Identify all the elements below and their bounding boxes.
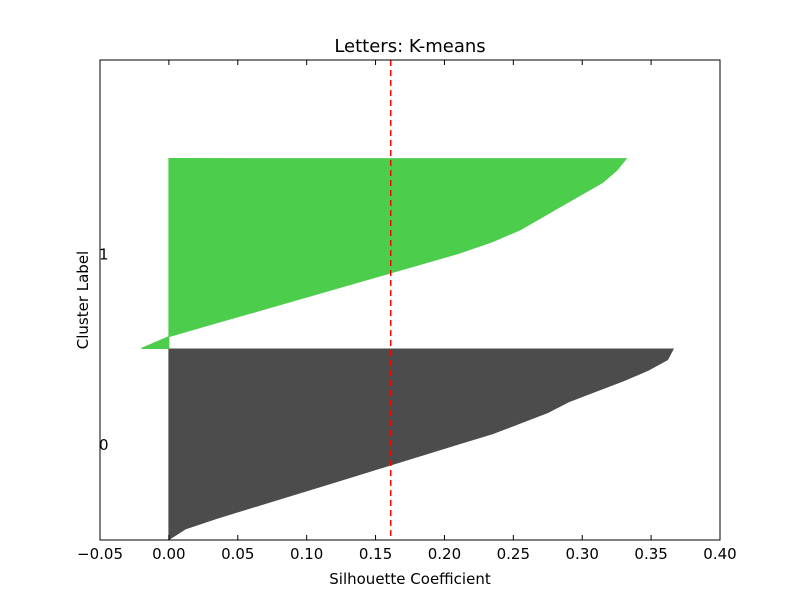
x-tick-label: 0.25: [497, 545, 530, 563]
cluster-label-1: 1: [99, 246, 109, 264]
x-tick-label: 0.40: [703, 545, 736, 563]
chart-title: Letters: K-means: [334, 36, 485, 57]
plot-layer: [141, 60, 675, 541]
cluster-label-0: 0: [99, 436, 109, 454]
x-tick-label: 0.10: [290, 545, 323, 563]
x-tick-label: −0.05: [77, 545, 123, 563]
x-tick-label: 0.35: [634, 545, 667, 563]
x-axis-ticks: −0.05 0.00 0.05 0.10 0.15 0.20 0.25 0.30 0.35 0.4…: [77, 60, 737, 563]
x-tick-label: 0.05: [221, 545, 254, 563]
x-tick-label: 0.00: [152, 545, 185, 563]
plot-frame: [99, 59, 721, 541]
cluster-1-silhouette: [141, 158, 628, 349]
x-axis-label: Silhouette Coefficient: [329, 570, 491, 588]
x-tick-label: 0.30: [566, 545, 599, 563]
y-axis-ticks: 01: [99, 246, 109, 455]
y-axis-label: Cluster Label: [74, 251, 92, 349]
x-tick-label: 0.20: [428, 545, 461, 563]
cluster-0-silhouette: [168, 348, 675, 541]
x-tick-label: 0.15: [359, 545, 392, 563]
